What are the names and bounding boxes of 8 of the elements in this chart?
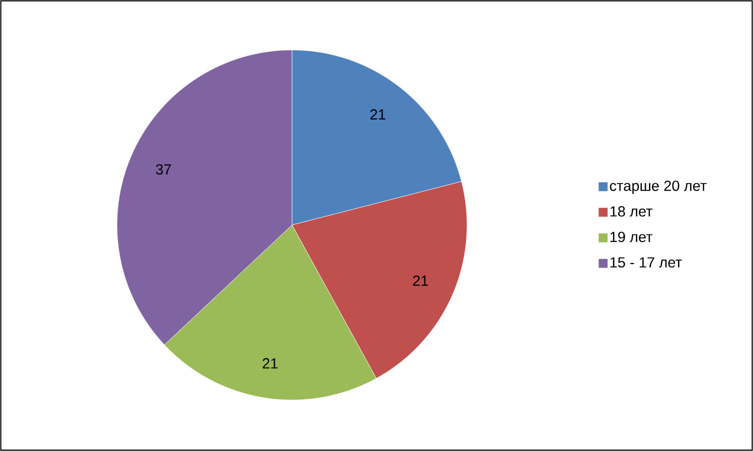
data-label: 21 bbox=[370, 109, 386, 120]
data-label: 21 bbox=[262, 358, 278, 368]
legend-label: 15 - 17 лет bbox=[610, 257, 682, 268]
data-label: 37 bbox=[156, 164, 171, 175]
legend-label: старше 20 лет bbox=[610, 180, 707, 194]
legend-label: 18 лет bbox=[610, 206, 652, 217]
legend-label: 19 лет bbox=[610, 232, 652, 242]
data-label: 21 bbox=[413, 275, 428, 286]
